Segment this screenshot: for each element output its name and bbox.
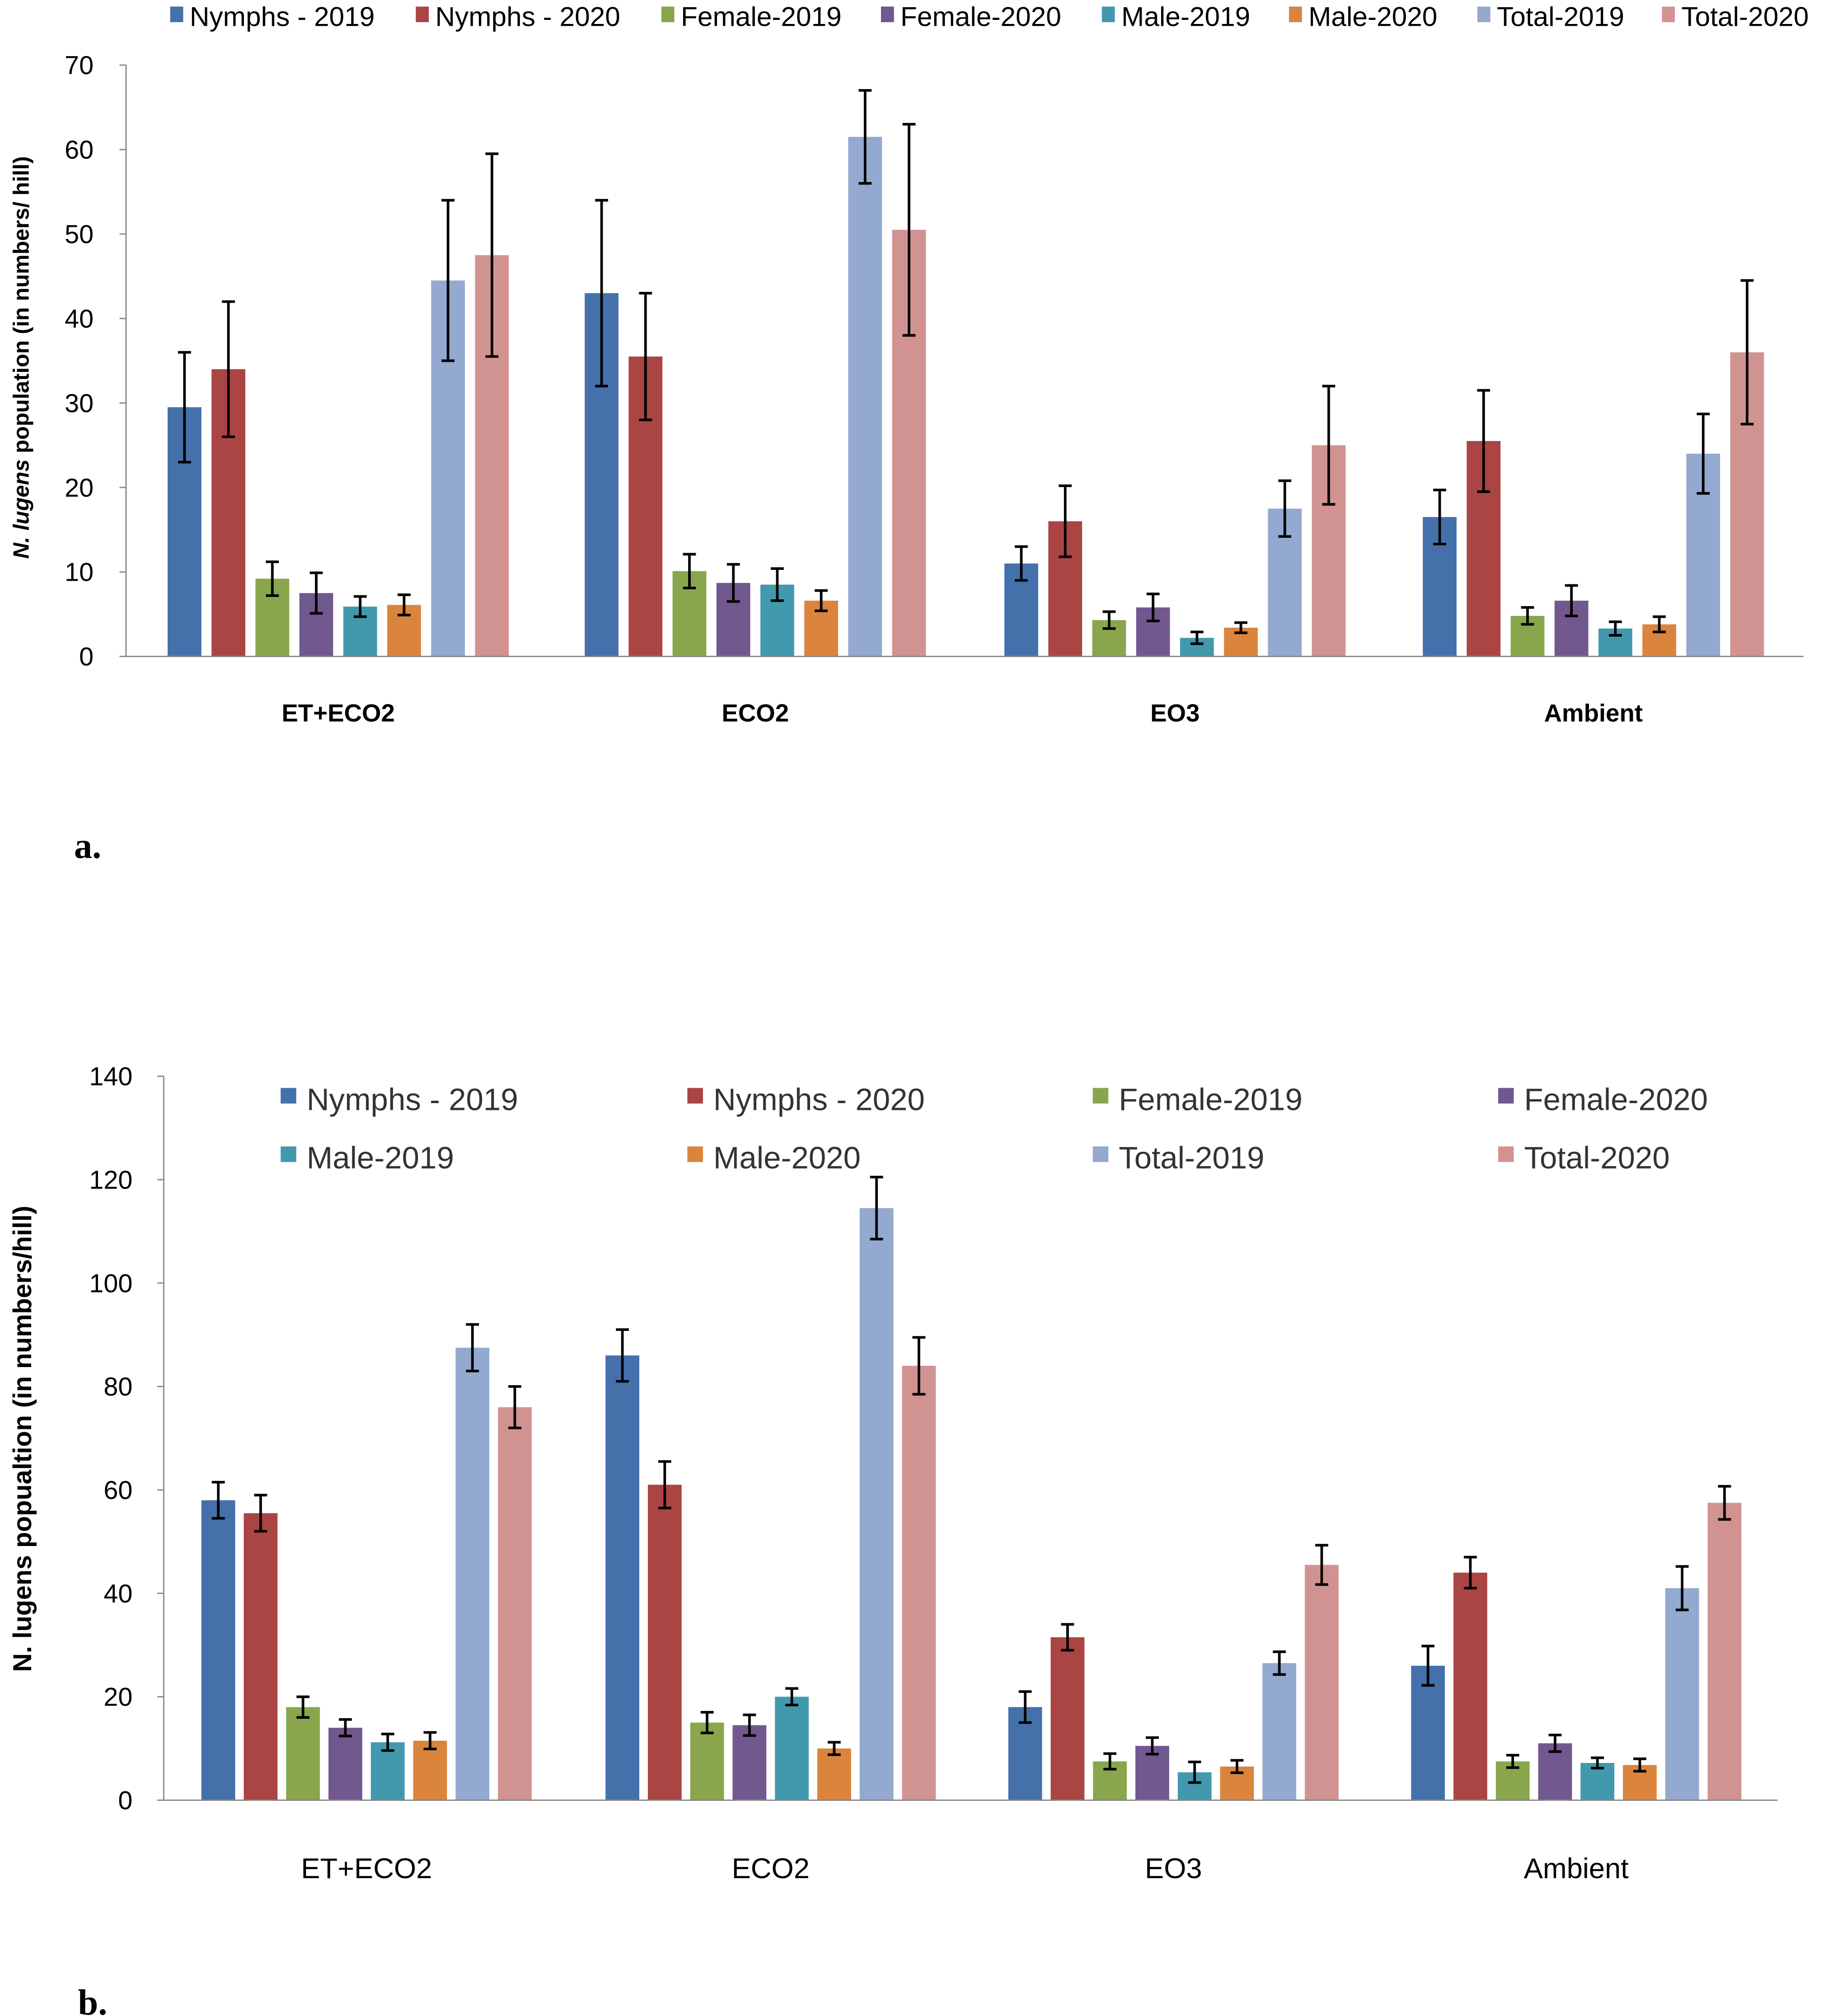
- legend-label: Total-2020: [1682, 1, 1809, 32]
- bar-male-2020-eco2: [817, 1748, 851, 1800]
- legend-swatch: [1289, 6, 1302, 23]
- panel-b-category-label: ET+ECO2: [301, 1853, 432, 1884]
- legend-swatch: [661, 6, 675, 23]
- legend-swatch: [1092, 1146, 1109, 1162]
- panel-b-x-ticks: ET+ECO2 ECO2 EO3 Ambient: [301, 1853, 1629, 1884]
- legend-swatch: [281, 1088, 296, 1104]
- panel-a-error-bars: [178, 89, 1754, 645]
- panel-a-y-tick-label: 40: [65, 305, 94, 334]
- legend-swatch: [416, 6, 429, 23]
- legend-swatch: [170, 6, 183, 23]
- panel-a-y-tick-label: 50: [65, 220, 94, 249]
- bar-nymphs-2019-ambient: [1411, 1665, 1445, 1800]
- legend-swatch: [1498, 1146, 1514, 1162]
- bar-male-2019-eteco2: [370, 1742, 405, 1800]
- panel-b-category-label: ECO2: [732, 1853, 810, 1884]
- legend-swatch: [1662, 6, 1675, 23]
- bar-nymphs-2019-eco2: [605, 1355, 639, 1800]
- panel-a-category-label: ECO2: [722, 699, 789, 727]
- panel-b-y-tick-label: 80: [103, 1372, 132, 1401]
- legend-swatch: [881, 6, 894, 23]
- bar-total-2019-ambient: [1665, 1588, 1699, 1800]
- panel-a-category-label: ET+ECO2: [281, 699, 394, 727]
- legend-label: Male-2019: [1121, 1, 1250, 32]
- panel-b-y-axis-label: N. lugens popualtion (in numbers/hill): [8, 1206, 37, 1672]
- panel-b-y-tick-label: 20: [103, 1683, 132, 1712]
- panel-b-y-tick-label: 140: [89, 1062, 132, 1091]
- legend-label: Total-2020: [1524, 1141, 1670, 1175]
- bar-female-2019-eteco2: [286, 1707, 320, 1800]
- legend-swatch: [687, 1088, 703, 1104]
- legend-label: Male-2020: [1308, 1, 1437, 32]
- panel-a-y-tick-label: 0: [79, 643, 94, 672]
- panel-b-category-label: EO3: [1145, 1853, 1202, 1884]
- panel-a-y-tick-label: 20: [65, 474, 94, 503]
- bar-female-2020-eco2: [732, 1725, 767, 1800]
- panel-b: N. lugens popualtion (in numbers/hill) 0…: [8, 1062, 1778, 2016]
- panel-a-legend: Nymphs - 2019 Nymphs - 2020 Female-2019 Fem…: [170, 1, 1809, 32]
- panel-b-y-tick-label: 0: [118, 1786, 132, 1815]
- panel-a-y-axis-label: N. lugens population (in numbers/ hill): [9, 156, 33, 559]
- bar-total-2020-ambient: [1707, 1503, 1742, 1800]
- legend-label: Female-2019: [1119, 1082, 1303, 1117]
- legend-label: Male-2019: [307, 1141, 454, 1175]
- bar-total-2020-eteco2: [498, 1407, 532, 1800]
- panel-b-legend: Nymphs - 2019 Nymphs - 2020 Female-2019 Fem…: [281, 1082, 1708, 1175]
- legend-swatch: [281, 1146, 296, 1162]
- legend-label: Female-2019: [681, 1, 842, 32]
- panel-a-y-tick-label: 70: [65, 51, 94, 80]
- bar-female-2019-eco2: [690, 1722, 724, 1800]
- legend-label: Male-2020: [713, 1141, 861, 1175]
- panel-a-category-label: EO3: [1150, 699, 1200, 727]
- panel-b-label: b.: [78, 1983, 108, 2016]
- panel-a-y-tick-label: 30: [65, 389, 94, 418]
- legend-label: Nymphs - 2019: [307, 1082, 518, 1117]
- bar-female-2020-eteco2: [328, 1728, 362, 1800]
- panel-a-x-ticks: ET+ECO2 ECO2 EO3 Ambient: [281, 699, 1643, 727]
- legend-swatch: [1477, 6, 1490, 23]
- bar-total-2019-eteco2: [455, 1348, 490, 1800]
- legend-swatch: [687, 1146, 703, 1162]
- bar-total-2019-eo3: [1262, 1663, 1297, 1800]
- panel-b-y-tick-label: 120: [89, 1165, 132, 1194]
- bar-male-2020-eteco2: [413, 1740, 447, 1800]
- panel-b-error-bars: [211, 1175, 1731, 1784]
- panel-a-category-label: Ambient: [1544, 699, 1643, 727]
- panel-b-category-label: Ambient: [1524, 1853, 1629, 1884]
- bar-total-2020-eo3: [1305, 1565, 1339, 1800]
- panel-b-bars: [201, 1208, 1742, 1800]
- legend-label: Nymphs - 2020: [435, 1, 620, 32]
- legend-swatch: [1498, 1088, 1514, 1104]
- legend-label: Female-2020: [1524, 1082, 1708, 1117]
- bar-total-2019-eco2: [848, 136, 882, 657]
- panel-b-y-tick-label: 60: [103, 1476, 132, 1505]
- legend-swatch: [1092, 1088, 1109, 1104]
- bar-total-2019-eco2: [859, 1208, 894, 1800]
- panel-b-y-tick-label: 40: [103, 1579, 132, 1608]
- legend-label: Nymphs - 2019: [190, 1, 375, 32]
- panel-a-y-ticks: 0 10 20 30 40 50 60 70: [65, 51, 126, 672]
- panel-a-label: a.: [74, 826, 101, 866]
- legend-label: Nymphs - 2020: [713, 1082, 925, 1117]
- panel-a-y-tick-label: 10: [65, 558, 94, 587]
- bar-nymphs-2020-eteco2: [244, 1513, 278, 1800]
- bar-total-2020-eco2: [902, 1366, 936, 1800]
- panel-b-y-ticks: 0 20 40 60 80 100 120 140: [89, 1062, 164, 1815]
- panel-a-y-tick-label: 60: [65, 136, 94, 164]
- legend-label: Total-2019: [1497, 1, 1624, 32]
- bar-nymphs-2020-eo3: [1050, 1637, 1085, 1800]
- panel-b-y-tick-label: 100: [89, 1269, 132, 1298]
- legend-label: Total-2019: [1119, 1141, 1264, 1175]
- bar-nymphs-2020-ambient: [1453, 1572, 1487, 1800]
- legend-label: Female-2020: [900, 1, 1061, 32]
- bar-male-2019-eco2: [775, 1696, 809, 1800]
- bar-nymphs-2020-eco2: [647, 1485, 682, 1800]
- bar-nymphs-2019-eteco2: [201, 1500, 235, 1800]
- legend-swatch: [1101, 6, 1115, 23]
- panel-a: Nymphs - 2019 Nymphs - 2020 Female-2019 Fem…: [9, 1, 1809, 866]
- panel-a-bars: [168, 136, 1764, 657]
